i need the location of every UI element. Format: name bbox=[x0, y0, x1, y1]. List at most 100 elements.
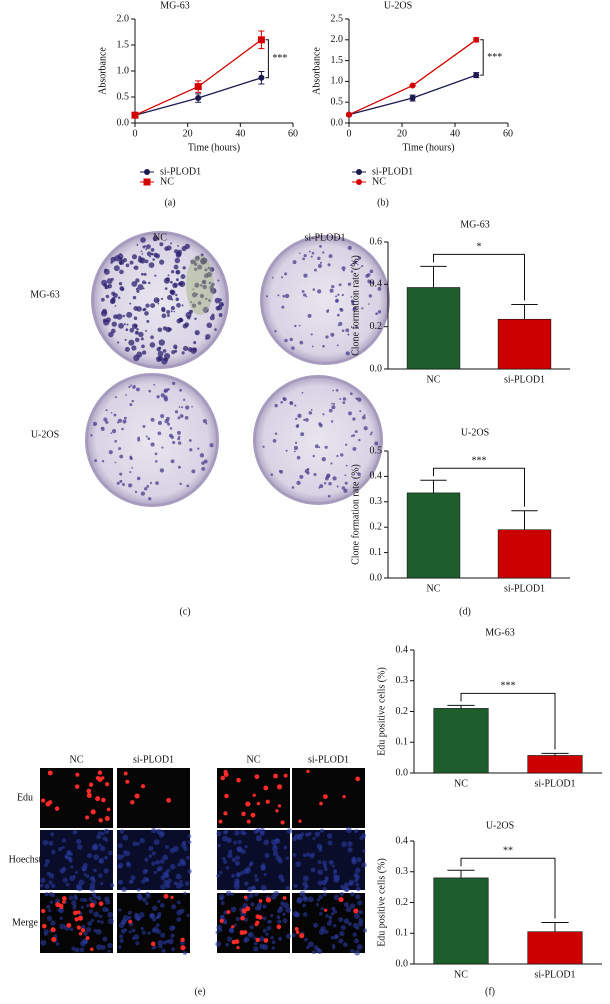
colony bbox=[338, 283, 342, 287]
colony bbox=[157, 327, 163, 333]
colony bbox=[149, 342, 156, 348]
nucleus bbox=[141, 930, 146, 935]
colony bbox=[170, 269, 175, 274]
y-tick-label: 0.4 bbox=[396, 835, 409, 846]
nucleus bbox=[145, 891, 150, 896]
edu-cell bbox=[282, 896, 287, 900]
nucleus bbox=[317, 880, 323, 886]
colony bbox=[131, 254, 138, 260]
colony bbox=[174, 257, 181, 264]
nucleus bbox=[93, 854, 100, 860]
colony bbox=[105, 409, 108, 412]
colony bbox=[310, 255, 313, 258]
nucleus bbox=[150, 827, 157, 834]
nucleus bbox=[362, 928, 368, 933]
nucleus bbox=[260, 865, 267, 871]
colony bbox=[359, 410, 362, 413]
colony bbox=[325, 335, 329, 339]
nucleus bbox=[237, 839, 242, 845]
colony bbox=[141, 253, 144, 255]
colony bbox=[191, 405, 193, 408]
colony bbox=[319, 423, 323, 428]
colony bbox=[167, 294, 173, 301]
colony bbox=[144, 311, 149, 316]
nucleus bbox=[249, 925, 254, 930]
colony bbox=[199, 453, 205, 458]
colony bbox=[144, 487, 148, 491]
nucleus bbox=[180, 860, 187, 867]
colony bbox=[119, 472, 123, 476]
image-column-label: NC bbox=[247, 754, 261, 765]
nucleus bbox=[81, 924, 86, 930]
colony bbox=[321, 457, 326, 462]
colony bbox=[184, 322, 190, 327]
colony bbox=[169, 427, 173, 430]
edu-cell bbox=[254, 774, 260, 780]
nucleus bbox=[120, 920, 126, 925]
nucleus bbox=[276, 915, 281, 920]
colony bbox=[126, 311, 133, 318]
colony bbox=[166, 310, 171, 314]
nucleus bbox=[302, 875, 309, 882]
error-bar bbox=[420, 265, 447, 288]
y-tick-label: 0.2 bbox=[396, 706, 409, 717]
colony bbox=[342, 401, 346, 405]
nucleus bbox=[318, 894, 323, 900]
error-bar bbox=[511, 303, 538, 320]
colony bbox=[284, 272, 288, 276]
colony bbox=[299, 474, 304, 479]
colony bbox=[173, 310, 176, 313]
nucleus bbox=[269, 914, 274, 918]
nucleus bbox=[122, 915, 129, 921]
nucleus bbox=[339, 892, 344, 897]
edu-cell bbox=[252, 793, 256, 797]
image-row-label: Edu bbox=[17, 792, 33, 803]
colony bbox=[262, 445, 265, 448]
nucleus bbox=[177, 862, 182, 867]
nucleus bbox=[62, 877, 68, 883]
colony bbox=[303, 293, 307, 297]
colony bbox=[135, 287, 139, 291]
nucleus bbox=[109, 883, 115, 888]
colony bbox=[332, 476, 337, 481]
nucleus bbox=[182, 950, 187, 955]
nucleus bbox=[305, 945, 310, 950]
nucleus bbox=[217, 843, 222, 848]
y-tick-label: 0.4 bbox=[370, 279, 383, 290]
nucleus bbox=[124, 850, 131, 857]
nucleus bbox=[180, 883, 184, 887]
colony bbox=[174, 349, 178, 353]
colony bbox=[311, 251, 315, 255]
edu-cell bbox=[240, 915, 245, 921]
nucleus bbox=[275, 855, 281, 861]
nucleus bbox=[318, 847, 323, 852]
nucleus bbox=[167, 938, 174, 945]
nucleus bbox=[148, 846, 154, 852]
nucleus bbox=[119, 938, 124, 943]
edu-cell bbox=[86, 788, 92, 794]
nucleus bbox=[228, 927, 235, 934]
nucleus bbox=[76, 844, 83, 850]
nucleus bbox=[318, 911, 323, 916]
nucleus bbox=[271, 946, 275, 950]
colony bbox=[205, 333, 211, 340]
colony bbox=[189, 448, 193, 452]
colony bbox=[140, 237, 146, 243]
colony bbox=[193, 262, 198, 266]
colony bbox=[214, 297, 221, 304]
colony bbox=[296, 424, 300, 427]
colony bbox=[291, 346, 295, 350]
nucleus bbox=[219, 871, 223, 875]
colony bbox=[119, 479, 123, 483]
colony bbox=[177, 249, 182, 255]
nucleus bbox=[233, 923, 238, 927]
bar bbox=[497, 529, 552, 579]
nucleus bbox=[333, 874, 338, 879]
colony bbox=[319, 484, 324, 489]
nucleus bbox=[233, 883, 240, 890]
colony bbox=[282, 397, 287, 402]
edu-cell bbox=[48, 800, 53, 805]
colony bbox=[160, 413, 165, 419]
edu-cell bbox=[88, 782, 94, 787]
chart-title: MG-63 bbox=[460, 219, 489, 230]
